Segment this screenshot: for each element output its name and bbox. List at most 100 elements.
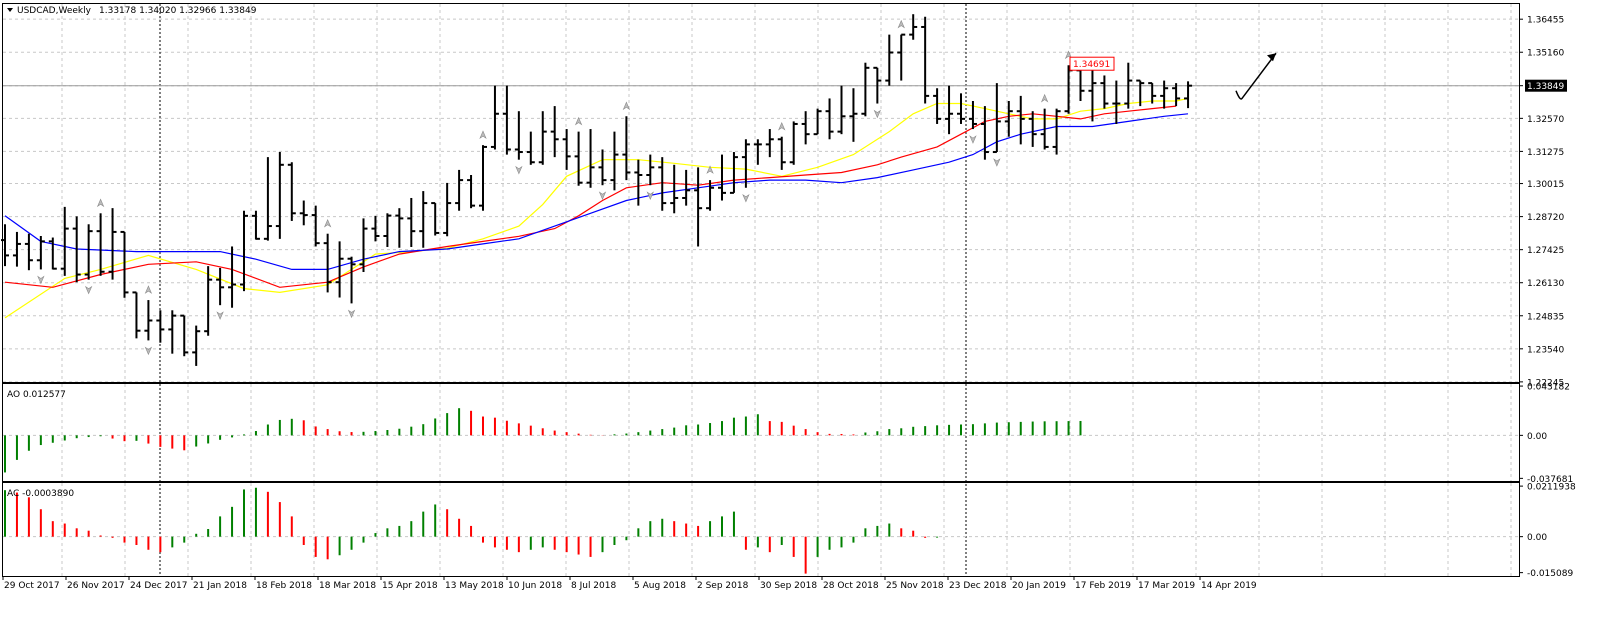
ohlc-bar — [861, 62, 870, 117]
ao-tick-label: 0.043182 — [1527, 383, 1570, 393]
ohlc-bar — [168, 310, 177, 354]
ohlc-bar — [514, 111, 523, 160]
ohlc-bar — [502, 85, 511, 155]
date-tick-label: 30 Sep 2018 — [760, 581, 817, 591]
ohlc-bar — [1112, 80, 1121, 124]
fractal-up-arrow — [144, 285, 153, 294]
ohlc-bar — [395, 208, 404, 248]
ohlc-bar — [777, 136, 786, 170]
ohlc-bar — [192, 325, 201, 366]
date-tick-label: 15 Apr 2018 — [382, 581, 438, 591]
price-tick-label: 1.31275 — [1527, 148, 1564, 158]
ohlc-bar — [263, 157, 272, 241]
ohlc-bar — [694, 167, 703, 247]
ohlc-bar — [96, 213, 105, 276]
date-tick-label: 20 Jan 2019 — [1012, 581, 1066, 591]
ohlc-bar — [741, 139, 750, 188]
ohlc-bar — [526, 131, 535, 165]
ohlc-bar — [801, 111, 810, 145]
ohlc-bar — [240, 210, 248, 292]
ohlc-bar — [718, 154, 726, 201]
ohlc-bar — [670, 164, 679, 214]
ohlc-bar — [1172, 83, 1181, 107]
ohlc-bar — [1004, 100, 1013, 137]
ohlc-bar — [1100, 75, 1109, 109]
ohlc-bar — [36, 236, 45, 270]
ohlc-bar — [980, 106, 989, 160]
ao-label: AO 0.012577 — [7, 390, 66, 400]
ohlc-bar — [562, 129, 571, 170]
ohlc-bar — [1040, 108, 1049, 150]
symbol-menu-triangle-icon — [7, 8, 13, 12]
ohlc-bar — [1160, 80, 1169, 109]
date-tick-label: 10 Jun 2018 — [508, 581, 562, 591]
price-annotation-box — [1069, 56, 1115, 71]
ac-tick-label: 0.0211938 — [1527, 483, 1576, 493]
ohlc-bar — [586, 129, 595, 188]
ohlc-bar — [706, 180, 715, 211]
ohlc-bar — [909, 14, 918, 40]
ohlc-bar — [108, 208, 117, 280]
ohlc-bar — [275, 152, 284, 239]
price-tick-label: 1.22245 — [1527, 378, 1564, 388]
ohlc-bar — [180, 314, 189, 357]
date-tick-label: 18 Mar 2018 — [319, 581, 376, 591]
ohlc-bar — [335, 241, 344, 298]
fractal-down-arrow — [37, 275, 45, 285]
ohlc-bar — [729, 152, 738, 194]
ohlc-bar — [837, 85, 846, 135]
ohlc-bar — [945, 85, 954, 135]
ohlc-bar — [897, 33, 906, 81]
ohlc-bar — [873, 66, 882, 104]
ohlc-bar — [347, 256, 356, 304]
ohlc-bar — [144, 300, 153, 341]
symbol-title: USDCAD,Weekly — [17, 6, 92, 16]
ohlc-bar — [287, 162, 296, 221]
date-tick-label: 17 Feb 2019 — [1075, 581, 1131, 591]
ohlc-bar — [24, 233, 33, 271]
ohlc-bar — [634, 159, 643, 206]
price-tick-label: 1.23540 — [1527, 345, 1564, 355]
pane-frame — [2, 3, 1520, 383]
ohlc-bar — [957, 93, 965, 124]
ohlc-bar — [1088, 67, 1097, 122]
fractal-down-arrow — [347, 309, 356, 319]
ohlc-bar — [383, 213, 392, 247]
date-tick-label: 18 Feb 2018 — [256, 581, 312, 591]
ohlc-bar — [682, 169, 691, 206]
ohlc-bar — [419, 191, 428, 248]
ohlc-bar — [84, 224, 93, 280]
ohlc-bar — [12, 231, 21, 267]
ohlc-bar — [658, 157, 667, 211]
ohlc-bar — [765, 129, 774, 158]
trend-arrow-line — [1235, 52, 1277, 100]
date-tick-label: 5 Aug 2018 — [634, 581, 686, 591]
ohlc-bar — [610, 131, 619, 191]
ohlc-bar — [323, 233, 332, 293]
price-bars — [1, 14, 1193, 366]
price-tick-label: 1.35160 — [1527, 49, 1564, 59]
ohlc-bar — [479, 145, 487, 211]
price-tick-label: 1.24835 — [1527, 312, 1564, 322]
ohlc-bar — [1124, 62, 1133, 109]
date-tick-label: 24 Dec 2017 — [130, 581, 188, 591]
fractal-up-arrow — [622, 101, 631, 111]
fractal-up-arrow — [323, 218, 332, 228]
ohlc-bar — [443, 182, 452, 237]
ohlc-bar — [407, 197, 416, 247]
ohlc-bar — [598, 149, 607, 186]
ohlc-bar — [646, 154, 655, 186]
ohlc-bar — [921, 16, 930, 104]
price-tick-label: 1.27425 — [1527, 246, 1564, 256]
axes: 1.36455 1.35160 1.33849 1.32570 1.31275 1.300… — [2, 16, 1576, 591]
moving-average-line — [4, 113, 1189, 270]
trend-arrow-head-icon — [1267, 53, 1276, 62]
ohlc-bar — [1052, 108, 1061, 155]
ohlc-bar — [789, 121, 798, 165]
fractal-down-arrow — [515, 165, 523, 175]
fractals — [37, 19, 1109, 356]
ohlc-bar — [132, 291, 141, 339]
ohlc-bar — [299, 200, 308, 226]
